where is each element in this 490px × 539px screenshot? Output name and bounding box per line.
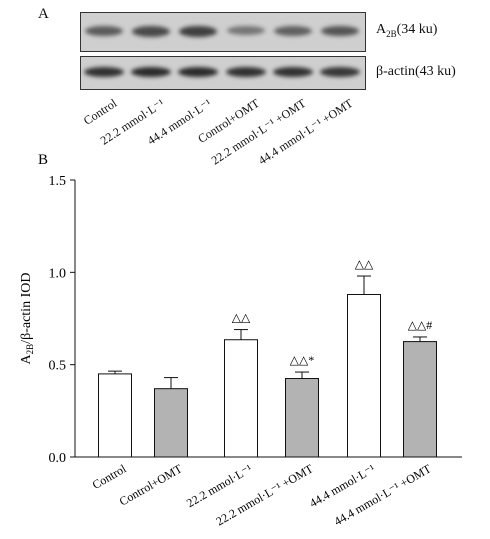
bar (403, 341, 437, 458)
category-label: 44.4 mmol·L⁻¹ +OMT (331, 461, 434, 528)
bar (285, 378, 319, 458)
y-axis-label: A2B/β-actin IOD (19, 273, 35, 365)
category-label: Control+OMT (117, 461, 185, 509)
y-tick-label: 1.0 (49, 266, 67, 281)
actin-blot (80, 56, 366, 90)
bar (154, 388, 188, 458)
actin-band (178, 67, 218, 77)
y-tick-label: 1.5 (49, 174, 67, 189)
actin-band (320, 67, 360, 77)
a2b-band (179, 26, 217, 38)
actin-band-label: β-actin(43 ku) (376, 64, 456, 79)
a2b-band-label-main: A (376, 22, 387, 37)
significance-mark: △△# (408, 318, 432, 332)
bar (224, 339, 258, 458)
a2b-band-label-sub: 2B (386, 28, 397, 39)
bar (347, 293, 381, 458)
actin-band (226, 67, 266, 77)
a2b-band (132, 26, 170, 37)
significance-mark: △△ (355, 257, 374, 271)
bar (98, 373, 132, 458)
a2b-blot (80, 12, 366, 52)
actin-band (131, 67, 171, 77)
a2b-band-label: A2B(34 ku) (376, 22, 437, 39)
actin-band (84, 67, 124, 77)
actin-band (273, 67, 313, 77)
significance-mark: △△ (232, 311, 251, 325)
significance-mark: △△* (290, 353, 314, 367)
y-tick-label: 0.5 (49, 359, 67, 374)
y-tick-label: 0.0 (49, 451, 67, 466)
a2b-band-label-rest: (34 ku) (396, 22, 438, 37)
a2b-band (227, 26, 265, 36)
a2b-band (321, 26, 359, 37)
a2b-band (85, 26, 123, 37)
a2b-band (274, 26, 312, 36)
category-label: Control (90, 461, 129, 492)
panel-b-label: B (38, 152, 48, 168)
panel-a-label: A (38, 6, 49, 22)
